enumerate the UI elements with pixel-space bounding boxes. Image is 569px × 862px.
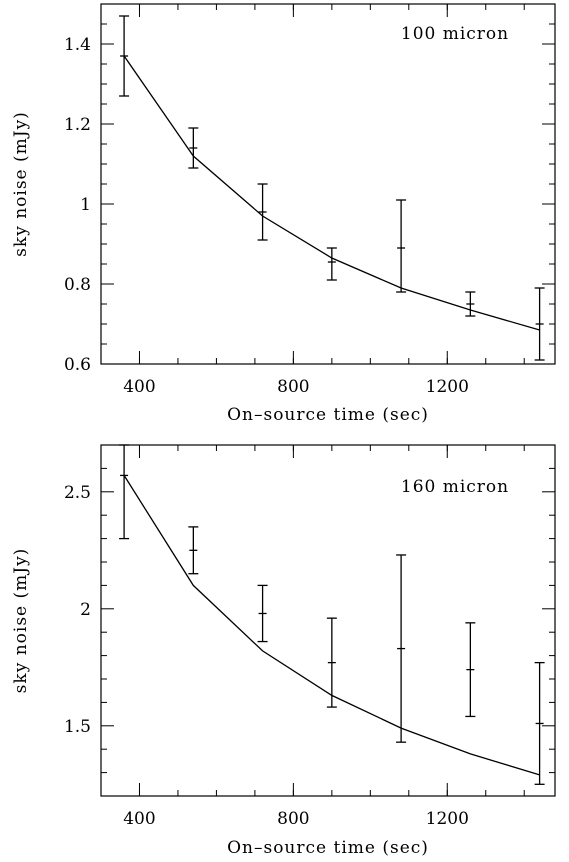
panel-160-micron-label: 160 micron: [401, 477, 509, 497]
panel-160-micron-frame: [100, 444, 556, 797]
panel-100-micron-marks: 400 800 1200 0.6 0.8 1 1.2 1.4: [64, 4, 555, 397]
panel-100-micron: 400 800 1200 0.6 0.8 1 1.2 1.4 100 micron On–so…: [11, 3, 556, 425]
panel-100-micron-y-axis-title: sky noise (mJy): [11, 111, 31, 257]
panel-160-micron: 400 800 1200 1.5 2 2.5 160 micron On–source t…: [11, 444, 556, 858]
panel-100-micron-label: 100 micron: [401, 24, 509, 44]
y-tick-label: 0.8: [64, 275, 91, 295]
panel-160-micron-y-axis-title: sky noise (mJy): [11, 548, 31, 694]
y-tick-label: 0.6: [64, 355, 91, 375]
x-tick-label: 800: [277, 377, 309, 397]
x-tick-label: 1200: [426, 809, 469, 829]
x-tick-label: 800: [277, 809, 309, 829]
y-tick-label: 2.5: [64, 483, 91, 503]
y-tick-label: 1.2: [64, 115, 91, 135]
panel-100-micron-x-axis-title: On–source time (sec): [227, 405, 429, 425]
x-tick-label: 400: [123, 377, 155, 397]
y-tick-label: 1.5: [64, 717, 91, 737]
y-tick-label: 1.4: [64, 35, 91, 55]
panel-100-micron-frame: [100, 3, 556, 365]
panel-160-micron-x-axis-title: On–source time (sec): [227, 838, 429, 858]
x-tick-label: 1200: [426, 377, 469, 397]
model-curve: [123, 55, 540, 331]
y-tick-label: 1: [80, 195, 91, 215]
x-tick-label: 400: [123, 809, 155, 829]
y-tick-label: 2: [80, 600, 91, 620]
panel-160-micron-marks: 400 800 1200 1.5 2 2.5: [64, 444, 555, 829]
